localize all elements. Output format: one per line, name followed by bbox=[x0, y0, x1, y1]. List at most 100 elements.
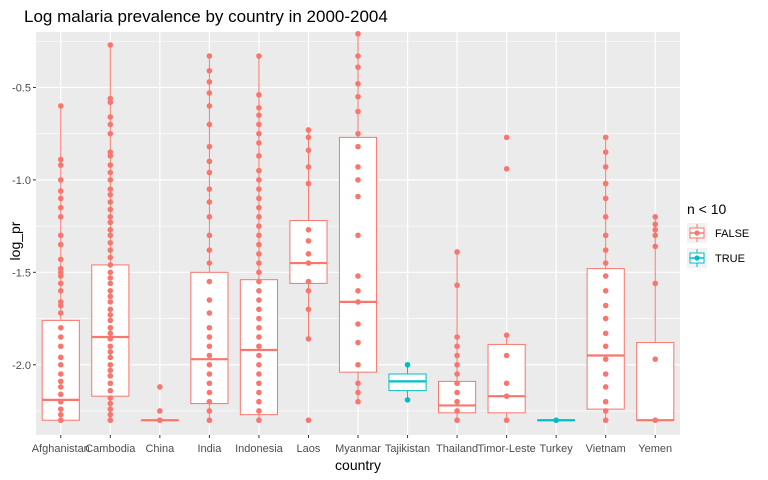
data-point bbox=[355, 389, 361, 396]
x-tick-label: China bbox=[145, 443, 175, 455]
data-point bbox=[305, 288, 312, 294]
boxplot-thailand bbox=[438, 251, 477, 421]
boxplot-yemen bbox=[636, 216, 675, 422]
data-point bbox=[602, 288, 609, 294]
data-point bbox=[652, 227, 659, 233]
data-point bbox=[503, 417, 510, 424]
data-point bbox=[602, 302, 609, 309]
data-point bbox=[107, 239, 114, 246]
data-point bbox=[355, 31, 361, 37]
data-point bbox=[305, 180, 312, 187]
data-point bbox=[107, 153, 114, 159]
data-point bbox=[256, 241, 262, 248]
data-point bbox=[256, 130, 262, 137]
data-point bbox=[256, 112, 262, 118]
data-point bbox=[206, 121, 213, 128]
data-point bbox=[57, 288, 64, 294]
data-point bbox=[256, 324, 262, 331]
data-point bbox=[602, 384, 609, 390]
data-point bbox=[454, 334, 460, 340]
data-point bbox=[107, 191, 114, 198]
data-point bbox=[57, 241, 64, 248]
data-point bbox=[256, 177, 262, 183]
data-point bbox=[305, 127, 312, 133]
y-tick-label: -1.0 bbox=[12, 175, 31, 187]
legend-key-point bbox=[694, 255, 700, 261]
data-point bbox=[355, 164, 361, 170]
data-point bbox=[107, 400, 114, 407]
x-tick-label: Laos bbox=[297, 443, 321, 455]
data-point bbox=[602, 149, 609, 155]
data-point bbox=[602, 195, 609, 202]
data-point bbox=[107, 417, 114, 424]
data-point bbox=[57, 378, 64, 385]
data-point bbox=[256, 214, 262, 220]
data-point bbox=[602, 273, 609, 279]
x-tick-label: Yemen bbox=[638, 443, 672, 455]
data-point bbox=[454, 408, 460, 414]
data-point bbox=[256, 53, 262, 59]
y-tick-label: -2.0 bbox=[12, 360, 31, 372]
x-tick-label: Indonesia bbox=[235, 443, 284, 455]
data-point bbox=[256, 398, 262, 405]
data-point bbox=[107, 114, 114, 120]
data-point bbox=[404, 361, 411, 368]
data-point bbox=[206, 79, 213, 85]
data-point bbox=[107, 367, 114, 374]
data-point bbox=[57, 384, 64, 390]
data-point bbox=[305, 147, 312, 154]
data-point bbox=[57, 177, 64, 183]
data-point bbox=[553, 417, 559, 424]
data-point bbox=[206, 68, 213, 74]
data-point bbox=[107, 343, 114, 350]
data-point bbox=[107, 130, 114, 137]
data-point bbox=[256, 380, 262, 387]
data-point bbox=[256, 167, 262, 174]
data-point bbox=[206, 324, 213, 331]
data-point bbox=[256, 297, 262, 303]
data-point bbox=[652, 232, 659, 239]
data-point bbox=[305, 238, 312, 244]
data-point bbox=[57, 354, 64, 361]
data-point bbox=[206, 361, 213, 368]
data-point bbox=[107, 227, 114, 233]
data-point bbox=[503, 393, 510, 399]
data-point bbox=[256, 334, 262, 340]
data-point bbox=[206, 310, 213, 316]
data-point bbox=[602, 134, 609, 141]
legend-key-point bbox=[694, 230, 700, 236]
data-point bbox=[602, 356, 609, 363]
data-point bbox=[107, 411, 114, 418]
data-point bbox=[107, 395, 114, 401]
data-point bbox=[107, 293, 114, 300]
data-point bbox=[206, 90, 213, 96]
data-point bbox=[256, 389, 262, 396]
data-point bbox=[404, 397, 411, 403]
data-point bbox=[454, 282, 460, 289]
data-point bbox=[206, 408, 213, 414]
data-point bbox=[256, 186, 262, 192]
data-point bbox=[454, 371, 460, 377]
x-tick-label: Afghanistan bbox=[32, 443, 90, 455]
data-point bbox=[602, 330, 609, 337]
data-point bbox=[107, 354, 114, 361]
data-point bbox=[57, 361, 64, 368]
data-point bbox=[355, 232, 361, 239]
data-point bbox=[206, 103, 213, 109]
data-point bbox=[256, 361, 262, 368]
data-point bbox=[305, 417, 312, 424]
data-point bbox=[256, 352, 262, 359]
data-point bbox=[256, 232, 262, 239]
data-point bbox=[107, 177, 114, 183]
data-point bbox=[206, 169, 213, 176]
data-point bbox=[355, 143, 361, 150]
data-point bbox=[107, 262, 114, 268]
data-point bbox=[602, 398, 609, 405]
data-point bbox=[57, 103, 64, 109]
data-point bbox=[454, 352, 460, 359]
data-point bbox=[107, 361, 114, 368]
data-point bbox=[57, 280, 64, 287]
data-point bbox=[107, 254, 114, 261]
x-tick-label: Thailand bbox=[436, 443, 478, 455]
